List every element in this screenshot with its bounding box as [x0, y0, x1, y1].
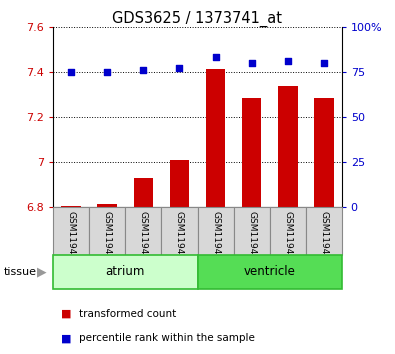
Text: GSM119423: GSM119423	[103, 211, 112, 266]
Bar	[278, 86, 297, 207]
Text: GSM119425: GSM119425	[175, 211, 184, 266]
Bar	[206, 69, 226, 207]
Text: GSM119426: GSM119426	[211, 211, 220, 266]
Point	[284, 58, 291, 64]
Bar	[53, 255, 198, 289]
Text: ■: ■	[61, 333, 72, 343]
Bar	[62, 206, 81, 207]
Bar	[89, 207, 126, 255]
Point	[68, 69, 75, 75]
Point	[320, 60, 327, 65]
Bar	[242, 98, 261, 207]
Bar	[169, 160, 189, 207]
Bar	[198, 255, 342, 289]
Text: ▶: ▶	[37, 265, 46, 278]
Bar	[162, 207, 198, 255]
Bar	[98, 204, 117, 207]
Text: ■: ■	[61, 309, 72, 319]
Bar	[314, 98, 333, 207]
Point	[248, 60, 255, 65]
Text: GDS3625 / 1373741_at: GDS3625 / 1373741_at	[113, 11, 282, 27]
Point	[140, 67, 147, 73]
Bar	[198, 207, 233, 255]
Bar	[126, 207, 162, 255]
Text: GSM119428: GSM119428	[283, 211, 292, 266]
Bar	[233, 207, 270, 255]
Bar	[134, 178, 153, 207]
Bar	[306, 207, 342, 255]
Text: atrium: atrium	[106, 265, 145, 278]
Bar	[53, 207, 89, 255]
Text: GSM119422: GSM119422	[67, 211, 76, 266]
Text: tissue: tissue	[4, 267, 37, 277]
Bar	[270, 207, 306, 255]
Point	[213, 55, 219, 60]
Text: GSM119424: GSM119424	[139, 211, 148, 266]
Point	[104, 69, 111, 75]
Text: ventricle: ventricle	[244, 265, 295, 278]
Point	[176, 65, 182, 71]
Text: GSM119427: GSM119427	[247, 211, 256, 266]
Text: GSM119429: GSM119429	[319, 211, 328, 266]
Text: transformed count: transformed count	[79, 309, 176, 319]
Text: percentile rank within the sample: percentile rank within the sample	[79, 333, 255, 343]
